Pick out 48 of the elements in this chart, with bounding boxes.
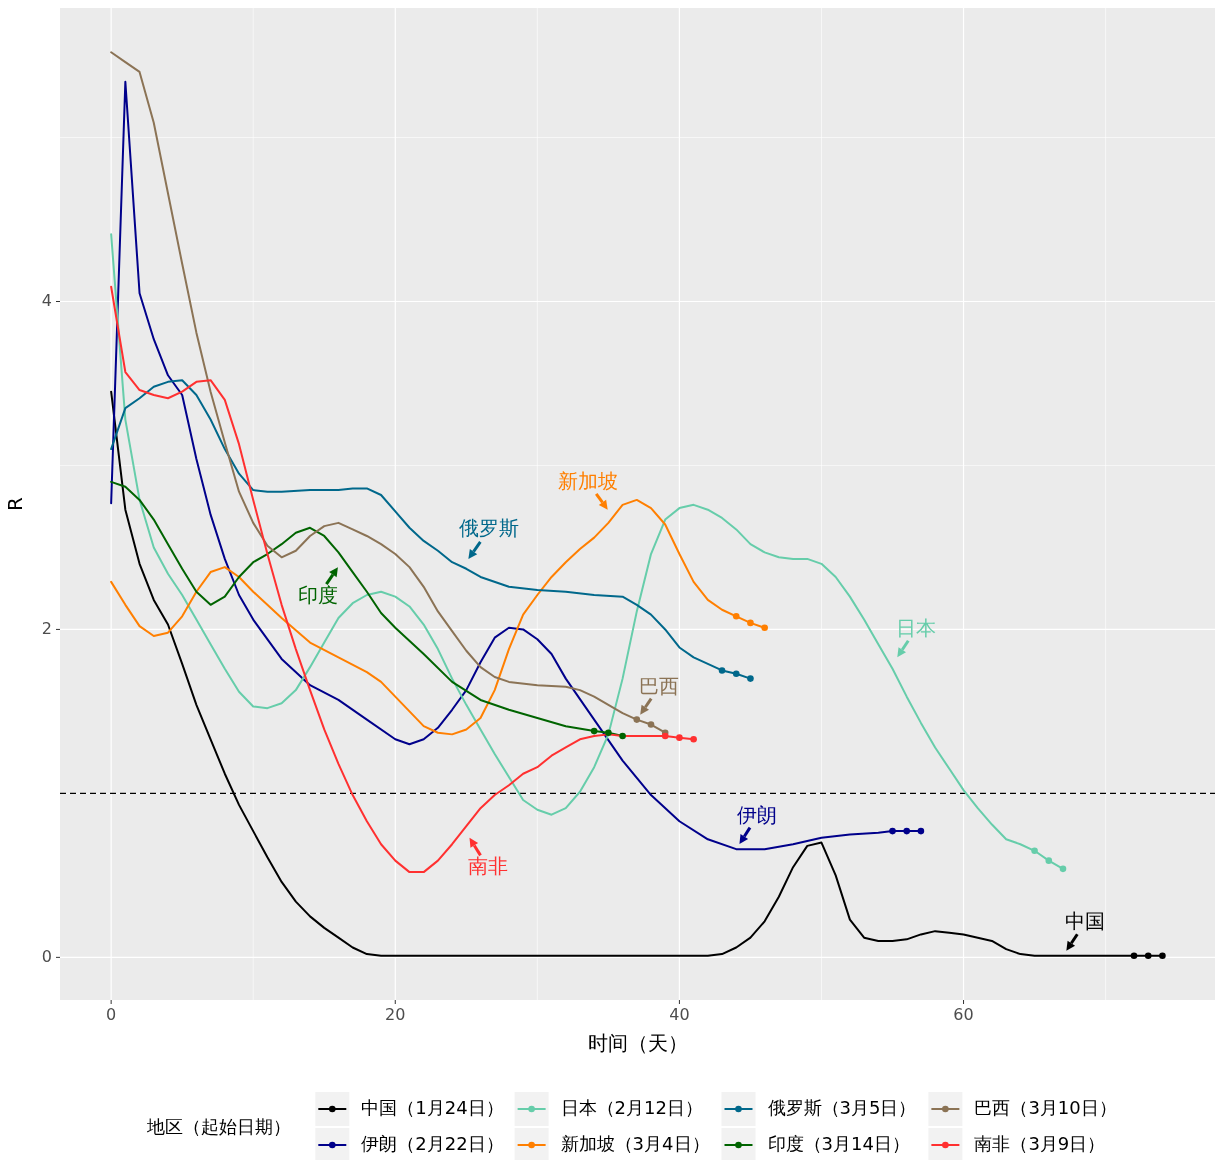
- point: [633, 716, 641, 723]
- y-tick-label: 2: [41, 618, 52, 638]
- y-axis-title: R: [3, 496, 27, 511]
- point: [590, 727, 598, 735]
- x-tick-label: 60: [953, 1005, 974, 1024]
- x-tick-label: 0: [106, 1005, 117, 1024]
- point: [1159, 952, 1166, 960]
- annotation: 伊朗: [737, 802, 778, 827]
- annotation: 南非: [468, 854, 509, 879]
- annotation: 新加坡: [558, 469, 619, 494]
- annotation: 印度: [298, 582, 339, 607]
- point: [1144, 952, 1152, 960]
- legend-title: 地区（起始日期）: [146, 1116, 292, 1137]
- point: [676, 734, 683, 741]
- legend-label: 新加坡（3月4日）: [560, 1133, 710, 1154]
- annotation: 俄罗斯: [458, 516, 519, 541]
- point: [1130, 952, 1138, 960]
- point: [747, 675, 754, 682]
- point: [1031, 847, 1038, 855]
- point: [605, 729, 612, 737]
- x-axis-title: 时间（天）: [587, 1031, 688, 1055]
- x-tick-label: 40: [669, 1005, 690, 1024]
- legend-label: 巴西（3月10日）: [974, 1097, 1117, 1118]
- y-tick-label: 4: [41, 291, 52, 310]
- legend-label: 南非（3月9日）: [974, 1133, 1106, 1154]
- point: [718, 667, 726, 674]
- point: [761, 624, 768, 632]
- point: [747, 619, 754, 627]
- legend-label: 伊朗（2月22日）: [361, 1133, 504, 1154]
- point: [889, 827, 896, 835]
- y-tick-label: 0: [41, 946, 52, 966]
- x-tick-label: 20: [385, 1005, 406, 1024]
- legend-label: 日本（2月12日）: [560, 1097, 703, 1118]
- point: [732, 670, 740, 678]
- point: [917, 827, 925, 835]
- point: [1059, 865, 1067, 873]
- point: [732, 613, 740, 620]
- annotation: 日本: [895, 615, 936, 640]
- legend-label: 印度（3月14日）: [767, 1133, 910, 1154]
- legend-label: 中国（1月24日）: [361, 1097, 504, 1118]
- point: [903, 827, 911, 835]
- annotation: 中国: [1064, 909, 1105, 934]
- annotation: 巴西: [638, 674, 679, 699]
- point: [647, 721, 655, 728]
- legend-label: 俄罗斯（3月5日）: [767, 1097, 917, 1118]
- point: [619, 732, 626, 740]
- point: [690, 735, 697, 743]
- point: [1045, 857, 1053, 864]
